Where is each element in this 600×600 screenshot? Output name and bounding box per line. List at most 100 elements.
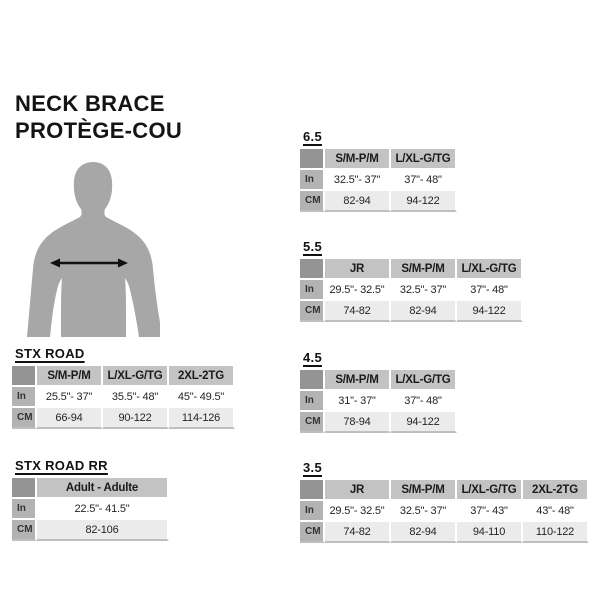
size-table: S/M-P/M L/XL-G/TG 2XL-2TG In 25.5"- 37" … [12,366,235,429]
cell-cm: 66-94 [37,408,103,429]
cell-in: 29.5"- 32.5" [325,501,391,522]
row-label-cm: CM [300,522,325,543]
size-table-block-5-5: 5.5 JR S/M-P/M L/XL-G/TG In 29.5"- 32.5"… [300,240,523,322]
column-header: JR [325,480,391,501]
cell-in: 45"- 49.5" [169,387,235,408]
table-title: 6.5 [303,129,322,144]
cell-cm: 90-122 [103,408,169,429]
cell-in: 37"- 48" [457,280,523,301]
size-table: S/M-P/M L/XL-G/TG In 31"- 37" 37"- 48" C… [300,370,457,433]
cell-in: 37"- 48" [391,170,457,191]
size-table-block-3-5: 3.5 JR S/M-P/M L/XL-G/TG 2XL-2TG In 29.5… [300,461,589,543]
corner-cell [12,478,37,499]
cell-cm: 82-94 [325,191,391,212]
column-header: JR [325,259,391,280]
cell-cm: 94-122 [391,191,457,212]
column-header: Adult - Adulte [37,478,169,499]
row-label-in: In [300,170,325,191]
column-header: S/M-P/M [325,370,391,391]
table-row-cm: CM 82-106 [12,520,169,541]
column-header: S/M-P/M [391,259,457,280]
corner-cell [300,370,325,391]
cell-cm: 74-82 [325,522,391,543]
table-row-cm: CM 82-94 94-122 [300,191,457,212]
table-row-inches: In 29.5"- 32.5" 32.5"- 37" 37"- 43" 43"-… [300,501,589,522]
cell-in: 29.5"- 32.5" [325,280,391,301]
page-title-en: NECK BRACE [15,91,165,116]
cell-cm: 94-122 [391,412,457,433]
column-header: L/XL-G/TG [457,480,523,501]
cell-in: 37"- 48" [391,391,457,412]
cell-in: 43"- 48" [523,501,589,522]
column-header: L/XL-G/TG [391,370,457,391]
page-title-fr: PROTÈGE-COU [15,118,183,143]
table-row-inches: In 31"- 37" 37"- 48" [300,391,457,412]
cell-cm: 78-94 [325,412,391,433]
cell-cm: 94-110 [457,522,523,543]
size-table: S/M-P/M L/XL-G/TG In 32.5"- 37" 37"- 48"… [300,149,457,212]
page-title: NECK BRACE PROTÈGE-COU [15,90,182,144]
corner-cell [300,480,325,501]
torso-figure [25,156,160,338]
column-header: L/XL-G/TG [457,259,523,280]
cell-in: 37"- 43" [457,501,523,522]
row-label-in: In [300,501,325,522]
column-header: S/M-P/M [325,149,391,170]
size-table-block-6-5: 6.5 S/M-P/M L/XL-G/TG In 32.5"- 37" 37"-… [300,130,457,212]
table-title: STX ROAD [15,346,85,361]
cell-in: 22.5"- 41.5" [37,499,169,520]
row-label-in: In [12,499,37,520]
table-row-inches: In 32.5"- 37" 37"- 48" [300,170,457,191]
table-row-cm: CM 78-94 94-122 [300,412,457,433]
row-label-in: In [300,391,325,412]
row-label-cm: CM [12,520,37,541]
row-label-cm: CM [300,412,325,433]
row-label-in: In [12,387,37,408]
table-row-inches: In 22.5"- 41.5" [12,499,169,520]
cell-cm: 94-122 [457,301,523,322]
cell-cm: 114-126 [169,408,235,429]
table-row-inches: In 29.5"- 32.5" 32.5"- 37" 37"- 48" [300,280,523,301]
table-row-inches: In 25.5"- 37" 35.5"- 48" 45"- 49.5" [12,387,235,408]
size-table: JR S/M-P/M L/XL-G/TG 2XL-2TG In 29.5"- 3… [300,480,589,543]
column-header: S/M-P/M [391,480,457,501]
size-table-block-stx-road-rr: STX ROAD RR Adult - Adulte In 22.5"- 41.… [12,459,169,541]
size-table-block-4-5: 4.5 S/M-P/M L/XL-G/TG In 31"- 37" 37"- 4… [300,351,457,433]
row-label-cm: CM [300,301,325,322]
corner-cell [300,259,325,280]
torso-silhouette-shape [27,162,160,337]
table-row-cm: CM 74-82 82-94 94-110 110-122 [300,522,589,543]
table-title: 5.5 [303,239,322,254]
size-table-block-stx-road: STX ROAD S/M-P/M L/XL-G/TG 2XL-2TG In 25… [12,347,235,429]
cell-in: 35.5"- 48" [103,387,169,408]
cell-cm: 82-94 [391,522,457,543]
cell-in: 32.5"- 37" [325,170,391,191]
cell-in: 25.5"- 37" [37,387,103,408]
cell-cm: 74-82 [325,301,391,322]
cell-in: 32.5"- 37" [391,280,457,301]
table-title: STX ROAD RR [15,458,108,473]
corner-cell [12,366,37,387]
cell-in: 31"- 37" [325,391,391,412]
size-table: Adult - Adulte In 22.5"- 41.5" CM 82-106 [12,478,169,541]
column-header: S/M-P/M [37,366,103,387]
table-row-cm: CM 66-94 90-122 114-126 [12,408,235,429]
row-label-cm: CM [12,408,37,429]
chest-measurement-arrow [50,258,128,268]
cell-cm: 110-122 [523,522,589,543]
row-label-in: In [300,280,325,301]
table-title: 3.5 [303,460,322,475]
table-row-cm: CM 74-82 82-94 94-122 [300,301,523,322]
cell-cm: 82-94 [391,301,457,322]
size-table: JR S/M-P/M L/XL-G/TG In 29.5"- 32.5" 32.… [300,259,523,322]
cell-cm: 82-106 [37,520,169,541]
column-header: L/XL-G/TG [103,366,169,387]
column-header: 2XL-2TG [169,366,235,387]
cell-in: 32.5"- 37" [391,501,457,522]
row-label-cm: CM [300,191,325,212]
table-title: 4.5 [303,350,322,365]
column-header: 2XL-2TG [523,480,589,501]
column-header: L/XL-G/TG [391,149,457,170]
corner-cell [300,149,325,170]
